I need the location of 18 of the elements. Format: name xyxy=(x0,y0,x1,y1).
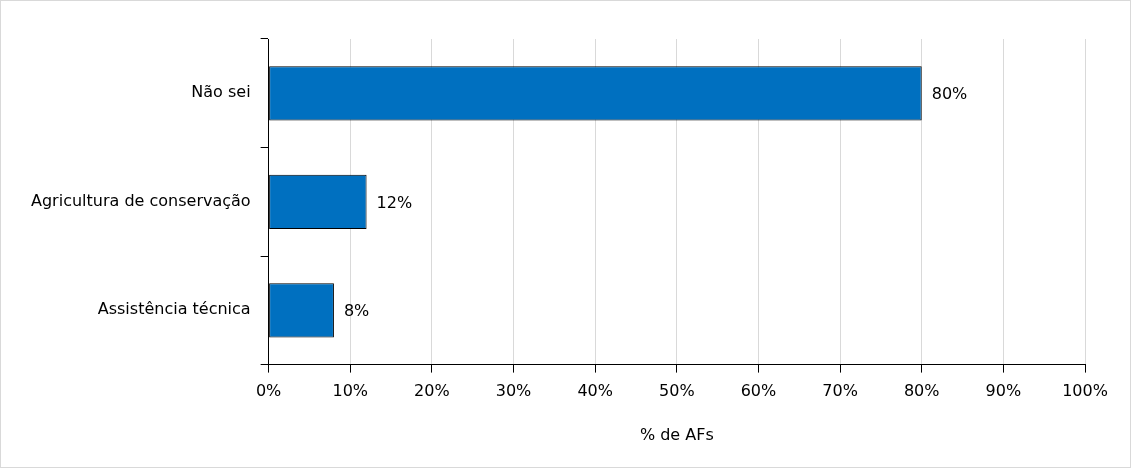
x-tick-label: 40% xyxy=(577,381,613,401)
x-tick-label: 50% xyxy=(659,381,695,401)
y-tick-label: Assistência técnica xyxy=(97,299,251,319)
x-tick-label: 60% xyxy=(740,381,777,401)
x-tick-label: 10% xyxy=(332,381,369,401)
data-label: 8% xyxy=(343,301,370,321)
data-label: 80% xyxy=(931,84,968,104)
x-tick-label: 100% xyxy=(1062,381,1108,401)
x-tick-label: 70% xyxy=(822,381,858,401)
x-axis-title: % de AFs xyxy=(639,424,714,444)
data-label: 12% xyxy=(376,192,413,212)
x-tick-label: 90% xyxy=(985,381,1022,401)
y-tick-label: Não sei xyxy=(191,82,251,102)
y-tick-label: Agricultura de conservação xyxy=(31,190,251,210)
x-tick-label: 80% xyxy=(903,381,940,401)
x-tick-label: 20% xyxy=(414,381,450,401)
x-tick-label: 30% xyxy=(495,381,532,401)
x-tick-label: 0% xyxy=(255,381,282,401)
